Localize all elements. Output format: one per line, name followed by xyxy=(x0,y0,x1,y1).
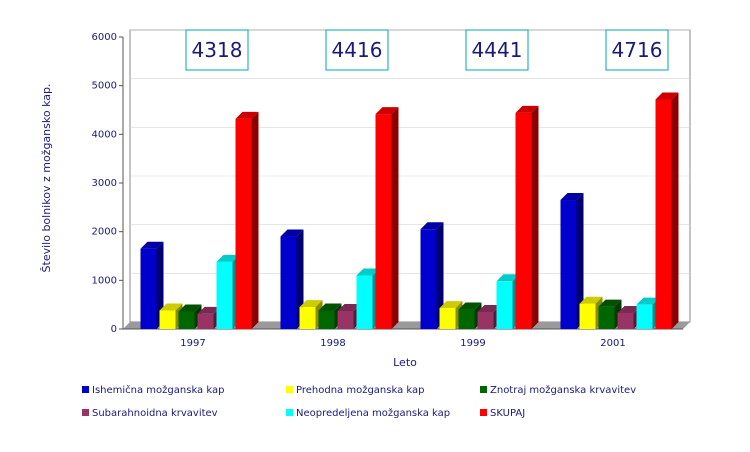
bar-top xyxy=(159,303,183,311)
legend-swatch xyxy=(286,386,293,393)
y-tick-label: 6000 xyxy=(92,32,117,43)
total-box xyxy=(325,29,389,71)
bar-top xyxy=(178,304,202,312)
bar-top xyxy=(617,305,641,313)
legend-entry: Ishemična možganska kap xyxy=(92,384,224,396)
bar xyxy=(197,313,214,329)
x-tick-label: 1997 xyxy=(180,338,205,349)
x-tick-label: 1998 xyxy=(320,338,345,349)
bar-top xyxy=(598,299,622,307)
y-tick-label: 2000 xyxy=(92,227,117,238)
bar xyxy=(617,312,634,329)
bar-top xyxy=(318,303,342,311)
bar-side xyxy=(436,222,444,329)
y-tick-label: 3000 xyxy=(92,178,117,189)
bar xyxy=(560,200,577,329)
x-tick-label: 1999 xyxy=(460,338,485,349)
total-label: 4416 xyxy=(332,38,383,62)
bar-top xyxy=(299,300,323,308)
bar-top xyxy=(280,229,304,237)
bar-side xyxy=(251,111,259,329)
bar-top xyxy=(216,254,240,262)
bar xyxy=(318,310,335,329)
bar-side xyxy=(156,241,164,329)
bar-top xyxy=(579,296,603,304)
y-tick-label: 5000 xyxy=(92,81,117,92)
bar-side xyxy=(531,105,539,329)
total-label: 4318 xyxy=(192,38,243,62)
total-label: 4441 xyxy=(472,38,523,62)
bar-top xyxy=(496,274,520,282)
bar xyxy=(477,311,494,329)
bar-top xyxy=(515,105,539,113)
bar-top xyxy=(235,111,259,119)
bar-top xyxy=(197,306,221,314)
legend-swatch xyxy=(82,386,89,393)
bar-top xyxy=(655,92,679,100)
legend-entry: Neopredeljena možganska kap xyxy=(296,407,450,419)
plot-area: 0 1000 2000 3000 4000 5000 6000 1997 4318 1998 441… xyxy=(92,29,691,349)
legend-entry: Subarahnoidna krvavitev xyxy=(92,408,218,419)
bar xyxy=(439,308,456,329)
legend-swatch xyxy=(480,386,487,393)
bar xyxy=(299,307,316,329)
bar-top xyxy=(439,301,463,309)
bar xyxy=(375,114,392,329)
bar xyxy=(458,309,475,329)
y-tick-label: 4000 xyxy=(92,129,117,140)
total-label: 4716 xyxy=(612,38,663,62)
bar-side xyxy=(296,229,304,329)
legend-entry: Prehodna možganska kap xyxy=(296,384,425,396)
bar-top xyxy=(477,304,501,312)
bar xyxy=(216,261,233,329)
y-axis-title: Število bolnikov z možgansko kap. xyxy=(40,84,53,273)
legend-entry: Znotraj možganska krvavitev xyxy=(490,384,636,396)
bar xyxy=(515,112,532,329)
bar xyxy=(159,310,176,329)
bar xyxy=(178,311,195,329)
bar xyxy=(598,306,615,329)
bar-top xyxy=(140,241,164,249)
x-axis-title: Leto xyxy=(393,356,417,369)
bar xyxy=(235,118,252,329)
bar xyxy=(655,99,672,329)
legend-swatch xyxy=(82,409,89,416)
bar xyxy=(636,304,653,329)
bar-side xyxy=(671,92,679,329)
legend-entry: SKUPAJ xyxy=(490,408,525,419)
bar xyxy=(356,275,373,329)
bar-top xyxy=(356,268,380,276)
bar-top xyxy=(337,303,361,311)
bar-side xyxy=(391,107,399,329)
bar xyxy=(337,310,354,329)
bar-top xyxy=(458,302,482,310)
y-tick-label: 0 xyxy=(111,324,117,335)
bar xyxy=(496,281,513,329)
bar-side xyxy=(576,193,584,329)
total-box xyxy=(185,29,249,71)
bar-top xyxy=(560,193,584,201)
legend: Ishemična možganska kap Prehodna možgansk… xyxy=(82,384,636,419)
y-tick-label: 1000 xyxy=(92,275,117,286)
x-tick-label: 2001 xyxy=(600,338,625,349)
bar xyxy=(579,303,596,329)
bar-top xyxy=(375,107,399,115)
bar-top xyxy=(636,297,660,305)
legend-swatch xyxy=(286,409,293,416)
total-box xyxy=(605,29,669,71)
bar-top xyxy=(420,222,444,230)
total-box xyxy=(465,29,529,71)
legend-swatch xyxy=(480,409,487,416)
bar xyxy=(420,229,437,329)
bar xyxy=(280,236,297,329)
bar xyxy=(140,248,157,329)
chart-floor xyxy=(123,322,690,329)
